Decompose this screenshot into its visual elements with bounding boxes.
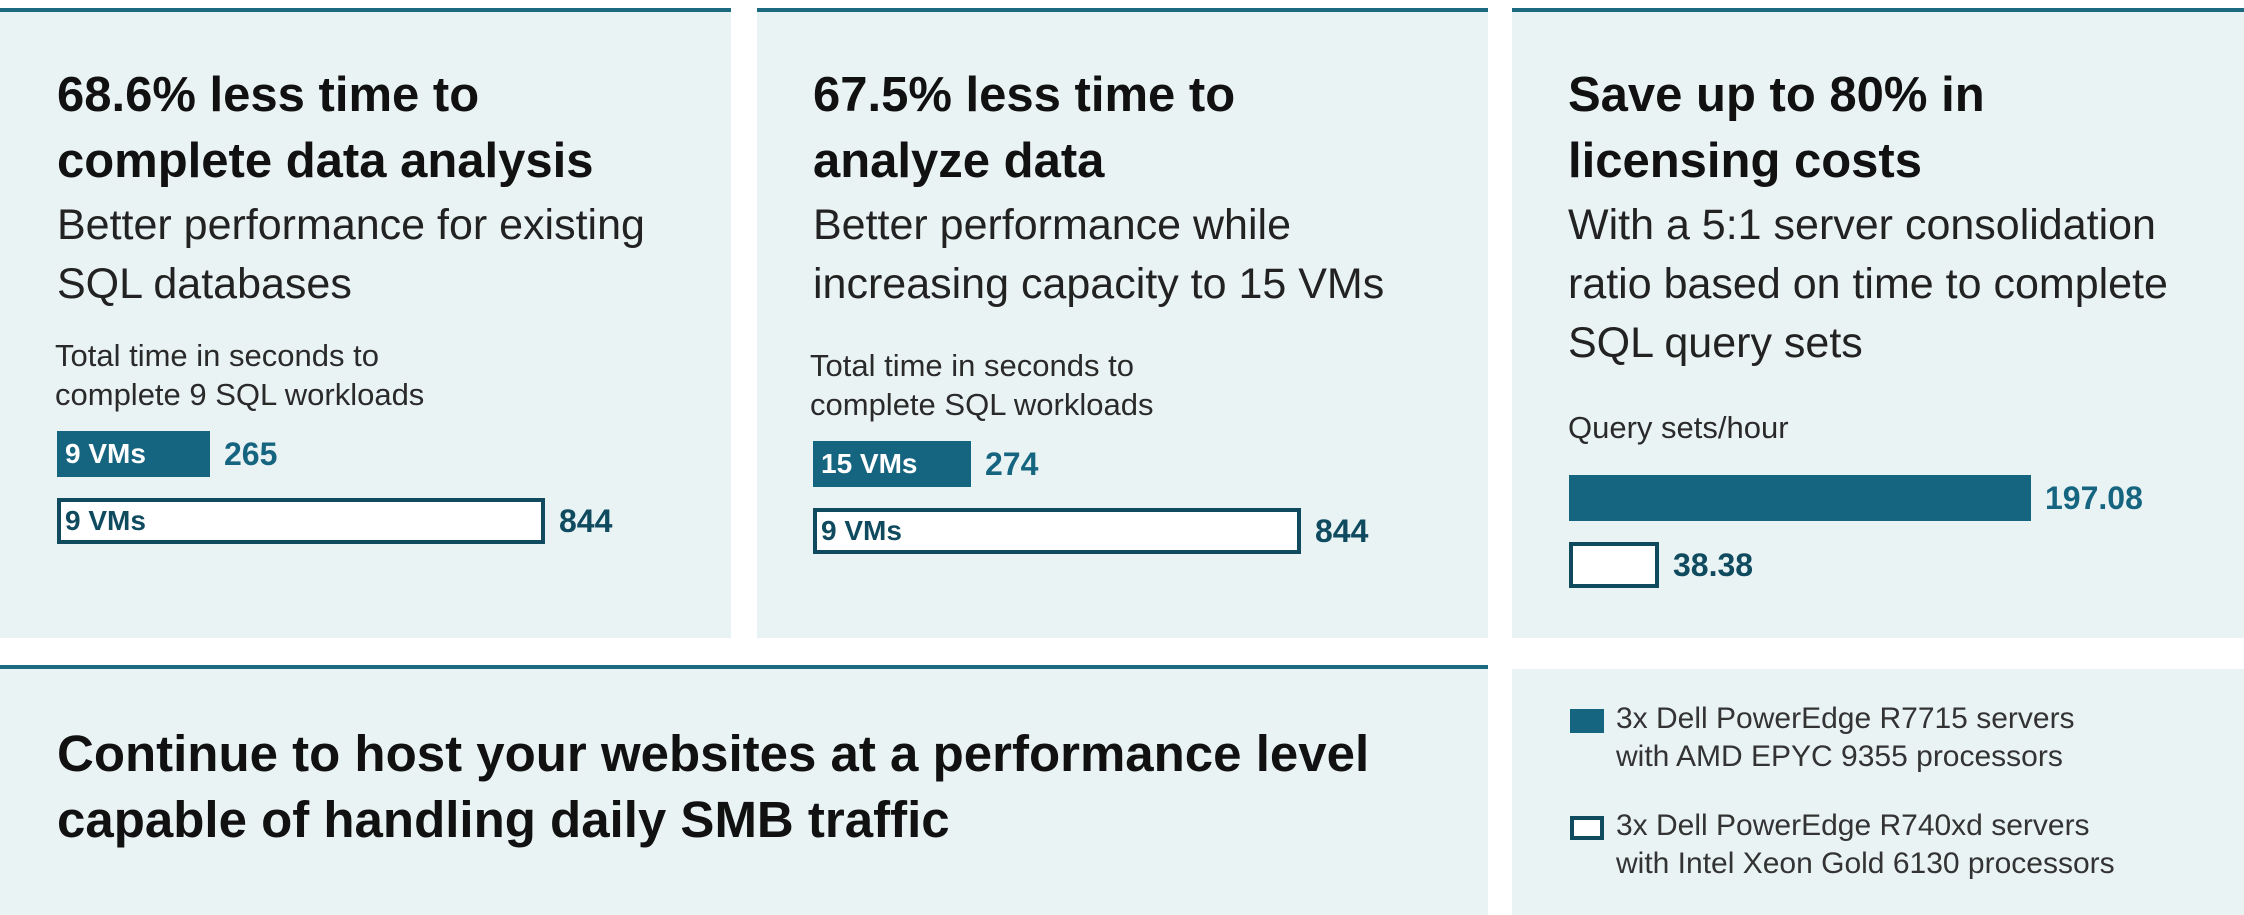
bar-solid: 15 VMs xyxy=(813,441,971,487)
panel-analyze-data: 67.5% less time to analyze data Better p… xyxy=(757,8,1488,638)
bar-chart-1: 9 VMs 265 9 VMs 844 xyxy=(0,12,731,638)
bar-value-label: 265 xyxy=(224,436,278,472)
legend-label-line-1: 3x Dell PowerEdge R7715 servers xyxy=(1616,702,2075,735)
bar-outline xyxy=(1569,542,1659,588)
bar-value-label: 197.08 xyxy=(2045,480,2143,516)
chart-caption-line-2: complete SQL workloads xyxy=(810,387,1154,422)
panel-subtitle-line-2: SQL databases xyxy=(57,260,352,308)
bottom-headline-line-1: Continue to host your websites at a perf… xyxy=(57,725,1370,782)
bar-value-label: 844 xyxy=(559,503,613,539)
panel-headline-line-2: licensing costs xyxy=(1568,134,1923,188)
bar-outline: 9 VMs xyxy=(57,498,545,544)
panel-headline-line-1: 67.5% less time to xyxy=(813,68,1236,122)
legend-swatch-outline xyxy=(1570,816,1604,840)
panel-subtitle-line-1: With a 5:1 server consolidation xyxy=(1568,201,2156,249)
chart-caption-line-1: Total time in seconds to xyxy=(55,338,379,373)
panel-headline-line-2: complete data analysis xyxy=(57,134,594,188)
bar-value-label: 38.38 xyxy=(1673,547,1754,583)
panel-headline-line-2: analyze data xyxy=(813,134,1105,188)
panel-subtitle-line-3: SQL query sets xyxy=(1568,319,1863,367)
panel-headline-line-1: Save up to 80% in xyxy=(1568,68,1985,122)
legend-label-line-1: 3x Dell PowerEdge R740xd servers xyxy=(1616,809,2090,842)
legend-swatch-solid xyxy=(1570,709,1604,733)
bar-value-label: 844 xyxy=(1315,513,1369,549)
bar-chart-2: 15 VMs 274 9 VMs 844 xyxy=(757,12,1488,638)
chart-caption-line-1: Query sets/hour xyxy=(1568,410,1789,445)
panel-licensing-costs: Save up to 80% in licensing costs With a… xyxy=(1512,8,2244,638)
panel-subtitle-line-2: ratio based on time to complete xyxy=(1568,260,2168,308)
bar-solid xyxy=(1569,475,2031,521)
bar-value-label: 274 xyxy=(985,446,1039,482)
panel-subtitle-line-1: Better performance while xyxy=(813,201,1291,249)
panel-headline-line-1: 68.6% less time to xyxy=(57,68,480,122)
bar-outline: 9 VMs xyxy=(813,508,1301,554)
panel-subtitle-line-1: Better performance for existing xyxy=(57,201,645,249)
bar-label: 9 VMs xyxy=(821,515,902,546)
bar-label: 15 VMs xyxy=(821,448,918,479)
chart-caption-line-2: complete 9 SQL workloads xyxy=(55,377,425,412)
panel-subtitle-line-2: increasing capacity to 15 VMs xyxy=(813,260,1385,308)
bar-solid: 9 VMs xyxy=(57,431,210,477)
bottom-headline-line-2: capable of handling daily SMB traffic xyxy=(57,791,950,848)
bar-label: 9 VMs xyxy=(65,438,146,469)
panel-websites: Continue to host your websites at a perf… xyxy=(0,665,1488,915)
legend-label-line-2: with AMD EPYC 9355 processors xyxy=(1616,740,2063,773)
bar-chart-3: 197.08 38.38 xyxy=(1512,12,2244,638)
legend: 3x Dell PowerEdge R7715 servers with AMD… xyxy=(1512,669,2244,915)
chart-caption-line-1: Total time in seconds to xyxy=(810,348,1134,383)
bar-label: 9 VMs xyxy=(65,505,146,536)
legend-label-line-2: with Intel Xeon Gold 6130 processors xyxy=(1616,847,2115,880)
panel-data-analysis: 68.6% less time to complete data analysi… xyxy=(0,8,731,638)
